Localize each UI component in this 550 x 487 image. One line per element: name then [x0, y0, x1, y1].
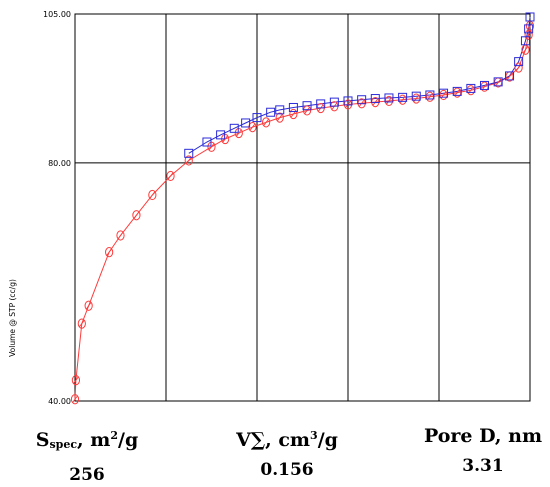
circle-point: [184, 155, 193, 166]
square-point: [411, 91, 421, 101]
volume-value: 0.156: [260, 460, 314, 480]
series-lines: [74, 16, 531, 400]
y-tick-label: 105.00: [43, 10, 71, 19]
square-point: [202, 137, 212, 147]
square-point: [493, 77, 503, 87]
circle-point: [132, 210, 141, 221]
circle-point: [77, 318, 86, 329]
circle-point: [116, 230, 125, 241]
circle-marker-slash: [79, 320, 85, 327]
square-point: [343, 96, 353, 106]
pore-diameter-stat: Pore D, nm 3.31: [420, 424, 546, 478]
square-point: [216, 130, 226, 140]
circle-marker-slash: [149, 191, 156, 199]
circle-point: [105, 247, 114, 258]
square-point: [370, 94, 380, 104]
y-tick-label: 40.00: [48, 397, 71, 406]
circle-point: [234, 127, 243, 139]
circle-marker-slash: [133, 211, 140, 219]
square-point: [466, 83, 476, 93]
circle-point: [71, 375, 81, 386]
volume-label: V∑, cm3/g: [236, 429, 338, 451]
surface-area-label: Sspec, m2/g: [35, 429, 139, 451]
circle-marker-slash: [481, 83, 488, 91]
square-point: [329, 97, 339, 107]
circle-point: [289, 108, 298, 120]
circle-point: [207, 141, 216, 152]
circle-point: [514, 62, 523, 73]
square-point: [452, 86, 462, 96]
circle-marker-slash: [506, 73, 513, 80]
circle-marker-slash: [386, 97, 392, 105]
volume-stat: V∑, cm3/g 0.156: [218, 424, 356, 482]
series-markers: [70, 12, 535, 405]
square-point: [524, 24, 534, 34]
pore-diameter-value: 3.31: [462, 456, 504, 476]
surface-area-value: 256: [69, 465, 105, 485]
circle-marker-slash: [454, 89, 460, 96]
circle-marker-slash: [167, 172, 174, 180]
square-point: [275, 105, 285, 115]
square-point: [241, 118, 251, 128]
series-circle-line: [74, 25, 531, 400]
circle-point: [166, 170, 175, 182]
circle-point: [84, 300, 93, 311]
square-point: [302, 101, 312, 111]
circle-point: [70, 394, 80, 405]
square-point: [514, 57, 524, 67]
pore-diameter-label: Pore D, nm: [423, 425, 543, 447]
square-point: [398, 92, 408, 102]
square-point: [288, 102, 298, 112]
circle-marker-slash: [72, 395, 78, 403]
y-axis-title: Volume @ STP (cc/g): [8, 279, 17, 357]
square-point: [525, 12, 535, 22]
circle-marker-slash: [495, 79, 501, 86]
square-point: [184, 148, 194, 158]
circle-marker-slash: [277, 114, 283, 121]
circle-marker-slash: [106, 248, 112, 256]
circle-point: [302, 105, 312, 116]
square-point: [266, 107, 276, 117]
circle-marker-slash: [73, 376, 79, 384]
square-point: [229, 123, 239, 133]
circle-marker-slash: [527, 22, 533, 30]
square-point: [252, 113, 262, 123]
y-tick-label: 80.00: [48, 159, 71, 168]
square-point: [439, 88, 449, 98]
y-tick-labels: 40.00 80.00 105.00: [43, 10, 71, 406]
circle-marker-slash: [117, 232, 124, 239]
circle-marker-slash: [249, 123, 256, 131]
circle-marker-slash: [85, 302, 92, 310]
square-point: [357, 95, 367, 105]
surface-area-stat: Sspec, m2/g 256: [28, 424, 146, 487]
circle-marker-slash: [236, 129, 242, 137]
square-point: [425, 90, 435, 100]
square-point: [505, 71, 515, 81]
circle-point: [275, 112, 284, 123]
circle-marker-slash: [304, 107, 310, 114]
square-point: [316, 99, 326, 109]
circle-point: [148, 189, 157, 201]
square-point: [384, 93, 394, 103]
square-point: [520, 36, 530, 46]
circle-marker-slash: [208, 143, 215, 151]
plot-frame: [74, 13, 531, 402]
circle-marker-slash: [222, 135, 228, 143]
circle-marker-slash: [263, 118, 269, 126]
circle-marker-slash: [522, 46, 529, 54]
grid-lines: [75, 14, 530, 401]
square-point: [480, 80, 489, 90]
circle-marker-slash: [186, 157, 192, 164]
circle-point: [262, 117, 271, 128]
